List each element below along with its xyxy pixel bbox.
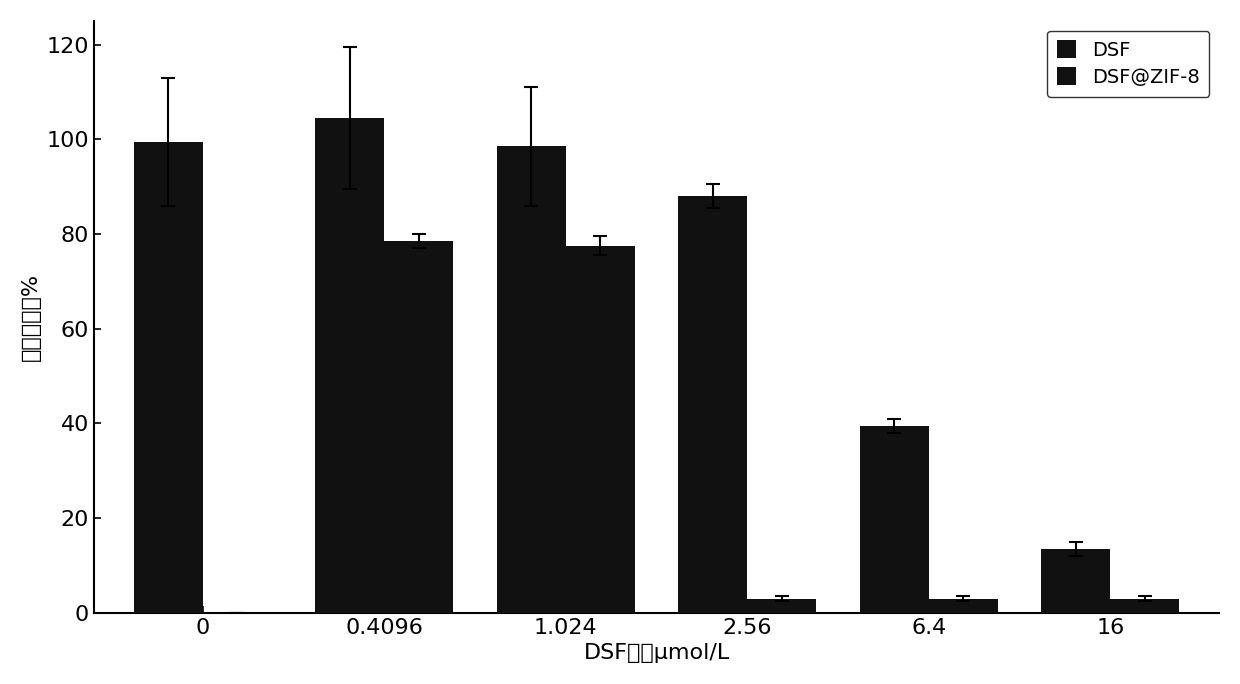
- Bar: [859, 425, 929, 613]
- Bar: [1110, 598, 1179, 613]
- Bar: [134, 142, 203, 613]
- Y-axis label: 细胞存活率%: 细胞存活率%: [21, 273, 41, 361]
- Bar: [497, 146, 565, 613]
- Bar: [565, 246, 635, 613]
- Bar: [315, 118, 384, 613]
- Bar: [384, 241, 454, 613]
- Bar: [929, 598, 998, 613]
- Bar: [1042, 549, 1110, 613]
- Bar: [678, 196, 748, 613]
- Legend: DSF, DSF@ZIF-8: DSF, DSF@ZIF-8: [1048, 31, 1209, 96]
- Bar: [748, 598, 816, 613]
- X-axis label: DSF浓度μmol/L: DSF浓度μmol/L: [583, 643, 729, 663]
